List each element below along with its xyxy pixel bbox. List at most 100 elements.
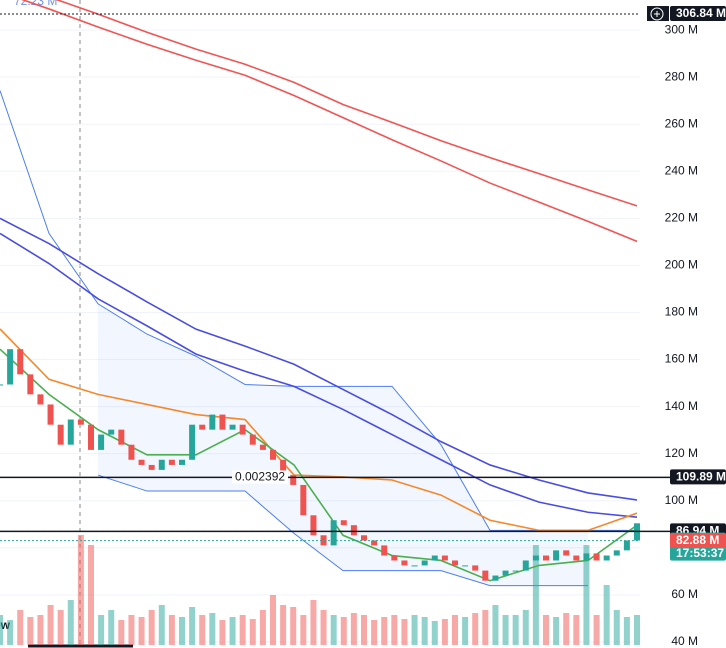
- candle: [553, 550, 560, 561]
- candle: [138, 459, 145, 465]
- price-label: 82.88 M: [676, 533, 719, 547]
- y-tick-label: 300 M: [665, 22, 698, 36]
- volume-bar: [320, 610, 327, 645]
- candle: [543, 555, 549, 561]
- candle: [280, 459, 287, 476]
- volume-bar: [209, 613, 216, 645]
- candle: [593, 553, 600, 561]
- volume-bar: [401, 619, 408, 645]
- watermark: ew: [0, 618, 11, 632]
- candle: [27, 374, 34, 395]
- volume-bar: [27, 617, 34, 645]
- candle: [431, 555, 438, 561]
- volume-bar: [492, 605, 499, 645]
- candle: [219, 414, 226, 430]
- volume-bar: [158, 605, 165, 645]
- volume-bar: [310, 600, 317, 645]
- candle: [340, 520, 347, 526]
- candle: [158, 459, 165, 470]
- candle: [472, 565, 479, 571]
- candle: [401, 560, 408, 566]
- candle: [583, 553, 590, 561]
- volume-bar: [431, 621, 438, 645]
- candle: [310, 515, 317, 536]
- candle: [330, 520, 337, 546]
- y-tick-label: 200 M: [665, 258, 698, 272]
- volume-bar: [7, 620, 14, 645]
- y-tick-label: 120 M: [665, 446, 698, 460]
- volume-bar: [179, 617, 185, 645]
- volume-bar: [502, 615, 509, 645]
- candle: [320, 535, 327, 546]
- volume-bar: [634, 615, 640, 645]
- candle: [361, 535, 367, 541]
- candle: [613, 550, 620, 556]
- candle: [199, 424, 206, 430]
- volume-bar: [290, 607, 297, 645]
- candle: [603, 555, 610, 561]
- volume-bar: [128, 615, 135, 645]
- candle: [411, 565, 418, 567]
- volume-bar: [381, 617, 388, 645]
- indicator-line: [21, 0, 638, 243]
- price-label: 306.84 M: [676, 6, 726, 20]
- candle: [350, 525, 357, 536]
- candle: [0, 384, 3, 386]
- candle: [371, 540, 378, 546]
- channel-upper: [0, 90, 637, 531]
- price-label-bg: [670, 469, 726, 485]
- channel-lower: [97, 474, 588, 587]
- y-tick-label: 160 M: [665, 352, 698, 366]
- volume-bar: [259, 610, 266, 645]
- candle: [148, 464, 155, 470]
- candle: [482, 570, 489, 581]
- volume-bar: [189, 607, 196, 645]
- volume-bar: [482, 610, 489, 645]
- candle: [492, 575, 499, 581]
- candle: [300, 484, 307, 516]
- price-label-bg: [670, 6, 726, 22]
- volume-bar: [512, 615, 519, 645]
- candle: [57, 424, 64, 445]
- volume-bar: [411, 615, 418, 645]
- annotation-bg: [232, 470, 288, 484]
- volume-bar: [67, 600, 74, 645]
- y-tick-label: 220 M: [665, 211, 698, 225]
- candle: [563, 550, 570, 556]
- volume-bar: [17, 610, 24, 645]
- add-icon: [654, 11, 660, 18]
- volume-bar: [350, 613, 357, 645]
- candle: [108, 429, 115, 435]
- volume-bar: [583, 545, 590, 645]
- candle: [502, 570, 509, 576]
- volume-bar: [361, 615, 367, 645]
- volume-bar: [593, 615, 600, 645]
- candle: [249, 434, 256, 445]
- volume-bar: [340, 617, 347, 645]
- candle: [47, 404, 54, 425]
- candle: [229, 424, 236, 430]
- volume-bar: [421, 617, 428, 645]
- candle: [462, 565, 469, 567]
- price-label: 109.89 M: [676, 470, 726, 484]
- volume-bar: [452, 615, 458, 645]
- volume-bar: [462, 617, 469, 645]
- candle: [421, 560, 428, 566]
- volume-bar: [108, 610, 115, 645]
- candle: [522, 560, 529, 571]
- volume-bar: [532, 545, 539, 645]
- volume-bar: [249, 619, 256, 645]
- candle: [189, 424, 196, 460]
- candle: [512, 570, 519, 572]
- candle: [17, 349, 24, 375]
- volume-bar: [623, 617, 630, 645]
- candle: [452, 560, 458, 566]
- candle: [67, 419, 74, 445]
- volume-bar: [603, 585, 610, 645]
- y-tick-label: 60 M: [671, 587, 698, 601]
- volume-bar: [441, 619, 448, 645]
- candle: [532, 555, 539, 561]
- candle: [168, 459, 175, 465]
- candle: [623, 540, 630, 551]
